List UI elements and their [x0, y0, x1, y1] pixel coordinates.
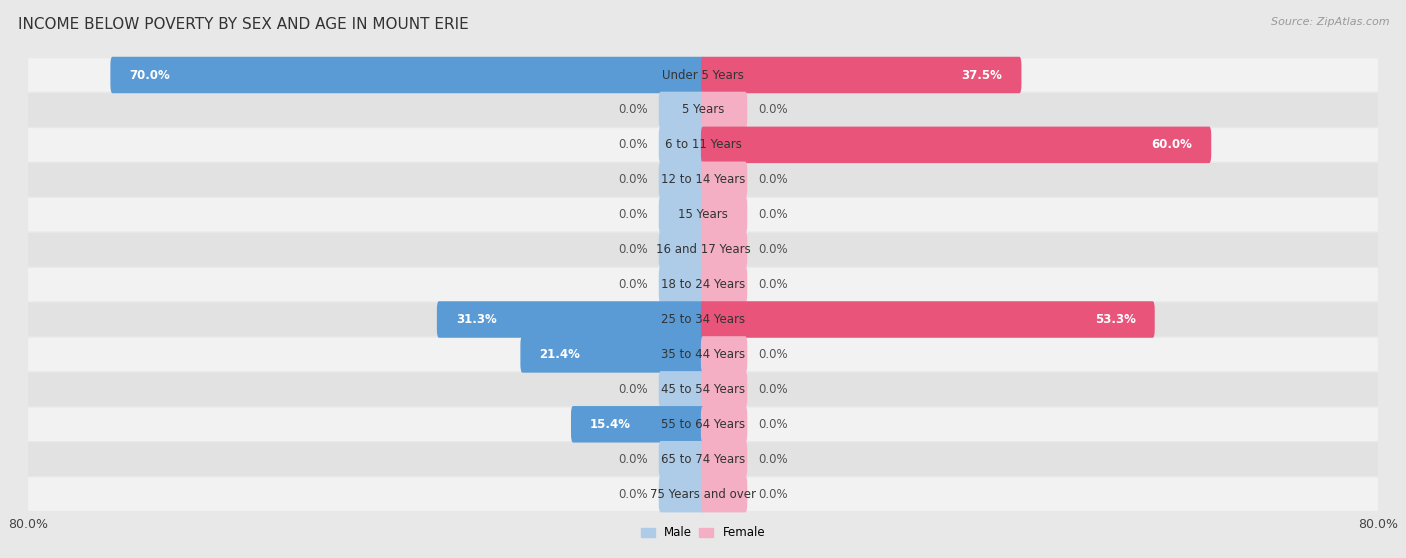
- FancyBboxPatch shape: [28, 303, 1378, 336]
- Text: 31.3%: 31.3%: [456, 313, 496, 326]
- Text: 6 to 11 Years: 6 to 11 Years: [665, 138, 741, 151]
- FancyBboxPatch shape: [659, 162, 704, 198]
- Text: 0.0%: 0.0%: [758, 103, 787, 117]
- FancyBboxPatch shape: [28, 442, 1378, 476]
- FancyBboxPatch shape: [702, 232, 747, 268]
- Text: 0.0%: 0.0%: [758, 348, 787, 361]
- Text: 16 and 17 Years: 16 and 17 Years: [655, 243, 751, 256]
- Text: 0.0%: 0.0%: [619, 138, 648, 151]
- Text: 0.0%: 0.0%: [758, 243, 787, 256]
- FancyBboxPatch shape: [702, 57, 1021, 93]
- Text: 75 Years and over: 75 Years and over: [650, 488, 756, 501]
- FancyBboxPatch shape: [659, 196, 704, 233]
- Text: 0.0%: 0.0%: [758, 453, 787, 466]
- Text: 0.0%: 0.0%: [619, 278, 648, 291]
- FancyBboxPatch shape: [702, 127, 1211, 163]
- FancyBboxPatch shape: [28, 478, 1378, 511]
- FancyBboxPatch shape: [659, 441, 704, 478]
- Text: 45 to 54 Years: 45 to 54 Years: [661, 383, 745, 396]
- FancyBboxPatch shape: [702, 406, 747, 442]
- Legend: Male, Female: Male, Female: [641, 527, 765, 540]
- FancyBboxPatch shape: [520, 336, 704, 373]
- Text: 70.0%: 70.0%: [129, 69, 170, 81]
- Text: 12 to 14 Years: 12 to 14 Years: [661, 174, 745, 186]
- FancyBboxPatch shape: [702, 371, 747, 407]
- FancyBboxPatch shape: [28, 338, 1378, 371]
- FancyBboxPatch shape: [111, 57, 704, 93]
- FancyBboxPatch shape: [702, 441, 747, 478]
- Text: 0.0%: 0.0%: [758, 488, 787, 501]
- FancyBboxPatch shape: [28, 198, 1378, 232]
- Text: INCOME BELOW POVERTY BY SEX AND AGE IN MOUNT ERIE: INCOME BELOW POVERTY BY SEX AND AGE IN M…: [18, 17, 470, 32]
- FancyBboxPatch shape: [702, 92, 747, 128]
- FancyBboxPatch shape: [659, 371, 704, 407]
- Text: 15.4%: 15.4%: [591, 418, 631, 431]
- Text: 25 to 34 Years: 25 to 34 Years: [661, 313, 745, 326]
- Text: 65 to 74 Years: 65 to 74 Years: [661, 453, 745, 466]
- Text: 0.0%: 0.0%: [619, 243, 648, 256]
- FancyBboxPatch shape: [437, 301, 704, 338]
- Text: 37.5%: 37.5%: [962, 69, 1002, 81]
- Text: 35 to 44 Years: 35 to 44 Years: [661, 348, 745, 361]
- Text: 0.0%: 0.0%: [619, 208, 648, 221]
- Text: Under 5 Years: Under 5 Years: [662, 69, 744, 81]
- Text: Source: ZipAtlas.com: Source: ZipAtlas.com: [1271, 17, 1389, 27]
- Text: 0.0%: 0.0%: [758, 174, 787, 186]
- Text: 60.0%: 60.0%: [1152, 138, 1192, 151]
- FancyBboxPatch shape: [28, 233, 1378, 266]
- FancyBboxPatch shape: [28, 373, 1378, 406]
- FancyBboxPatch shape: [702, 196, 747, 233]
- FancyBboxPatch shape: [571, 406, 704, 442]
- FancyBboxPatch shape: [702, 476, 747, 512]
- Text: 0.0%: 0.0%: [758, 208, 787, 221]
- FancyBboxPatch shape: [702, 162, 747, 198]
- Text: 15 Years: 15 Years: [678, 208, 728, 221]
- Text: 5 Years: 5 Years: [682, 103, 724, 117]
- Text: 0.0%: 0.0%: [758, 383, 787, 396]
- FancyBboxPatch shape: [28, 268, 1378, 301]
- Text: 0.0%: 0.0%: [758, 418, 787, 431]
- Text: 53.3%: 53.3%: [1095, 313, 1136, 326]
- FancyBboxPatch shape: [659, 266, 704, 303]
- Text: 0.0%: 0.0%: [619, 383, 648, 396]
- FancyBboxPatch shape: [28, 93, 1378, 127]
- FancyBboxPatch shape: [659, 127, 704, 163]
- FancyBboxPatch shape: [28, 163, 1378, 196]
- Text: 0.0%: 0.0%: [619, 103, 648, 117]
- FancyBboxPatch shape: [28, 58, 1378, 92]
- Text: 55 to 64 Years: 55 to 64 Years: [661, 418, 745, 431]
- FancyBboxPatch shape: [702, 266, 747, 303]
- FancyBboxPatch shape: [659, 476, 704, 512]
- Text: 21.4%: 21.4%: [540, 348, 581, 361]
- Text: 0.0%: 0.0%: [758, 278, 787, 291]
- FancyBboxPatch shape: [702, 336, 747, 373]
- Text: 0.0%: 0.0%: [619, 174, 648, 186]
- FancyBboxPatch shape: [702, 301, 1154, 338]
- Text: 18 to 24 Years: 18 to 24 Years: [661, 278, 745, 291]
- Text: 0.0%: 0.0%: [619, 488, 648, 501]
- FancyBboxPatch shape: [659, 232, 704, 268]
- FancyBboxPatch shape: [28, 407, 1378, 441]
- FancyBboxPatch shape: [28, 128, 1378, 162]
- FancyBboxPatch shape: [659, 92, 704, 128]
- Text: 0.0%: 0.0%: [619, 453, 648, 466]
